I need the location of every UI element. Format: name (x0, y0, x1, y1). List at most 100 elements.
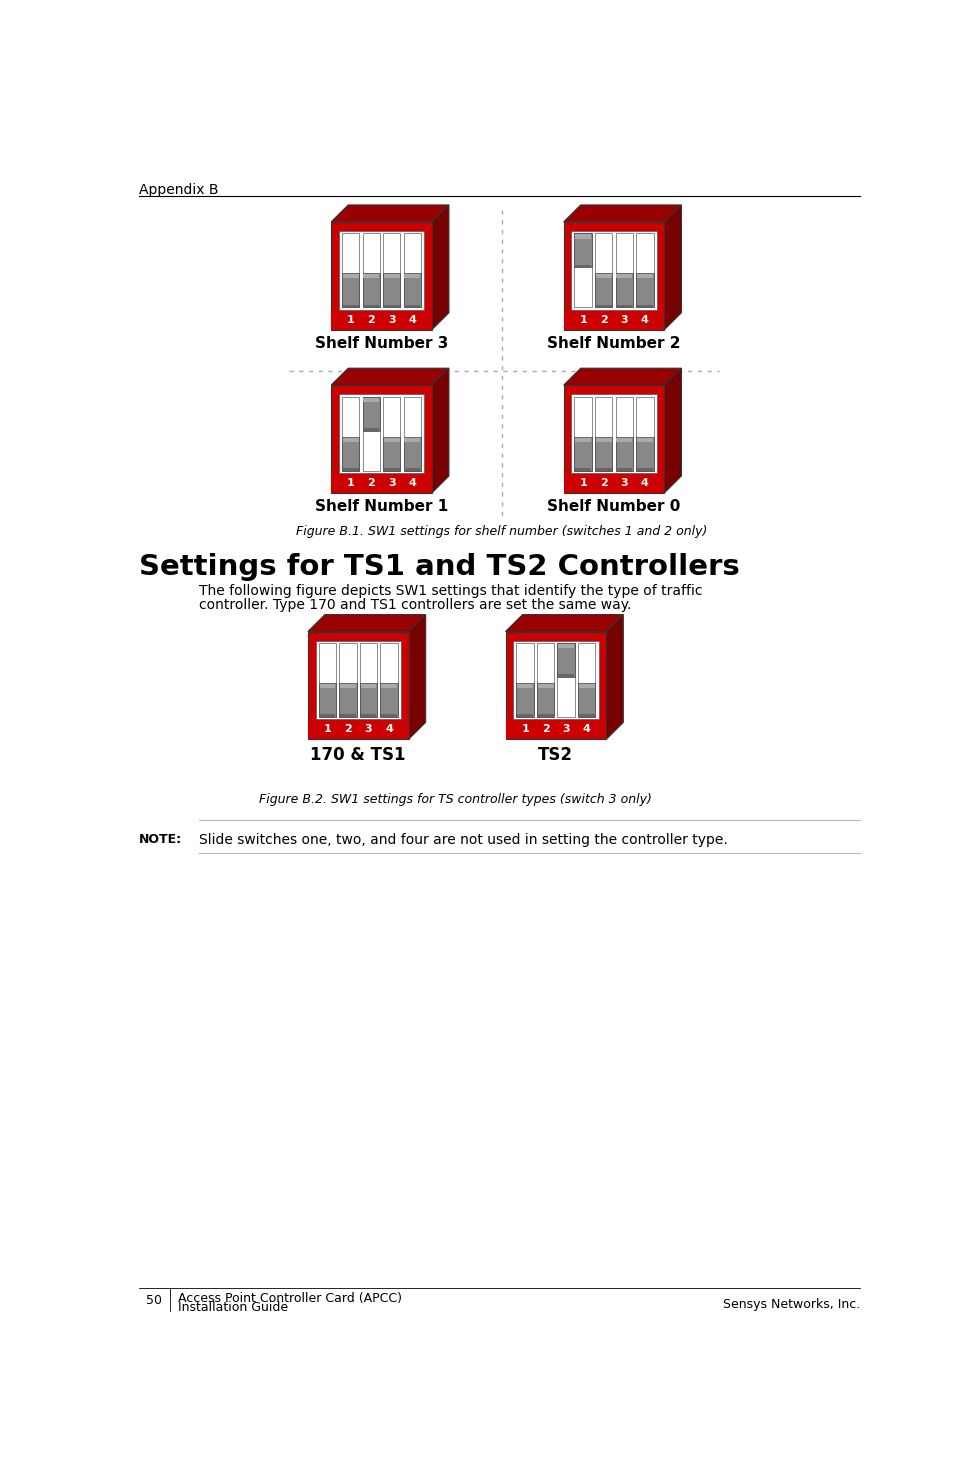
Bar (564, 473, 664, 493)
Text: 3: 3 (563, 724, 570, 734)
Bar (380, 642, 398, 716)
Text: Shelf Number 3: Shelf Number 3 (315, 335, 448, 352)
Bar (404, 397, 421, 471)
Bar (361, 684, 376, 688)
Text: Appendix B: Appendix B (138, 183, 218, 198)
Bar (615, 233, 633, 307)
Bar (360, 642, 377, 716)
Bar (578, 642, 596, 716)
Bar (383, 397, 401, 471)
Bar (308, 719, 409, 740)
Bar (505, 632, 606, 740)
Bar (319, 642, 336, 716)
Bar (578, 682, 596, 716)
Bar (381, 715, 397, 716)
Bar (616, 304, 632, 307)
Text: Sensys Networks, Inc.: Sensys Networks, Inc. (723, 1298, 861, 1312)
Bar (615, 397, 633, 471)
Bar (615, 273, 633, 307)
Bar (636, 397, 653, 471)
Bar (575, 264, 591, 267)
Bar (574, 233, 592, 307)
Bar (383, 233, 401, 307)
Bar (339, 682, 357, 716)
Bar (505, 719, 606, 740)
Bar (596, 304, 611, 307)
Text: 2: 2 (368, 479, 375, 487)
Text: 1: 1 (347, 479, 355, 487)
Bar (579, 715, 595, 716)
Text: Settings for TS1 and TS2 Controllers: Settings for TS1 and TS2 Controllers (138, 552, 740, 580)
Polygon shape (564, 205, 682, 222)
Bar (363, 273, 380, 307)
Bar (564, 385, 664, 493)
Bar (343, 304, 359, 307)
Polygon shape (432, 205, 448, 329)
Bar (517, 715, 533, 716)
Bar (574, 397, 592, 471)
Text: 2: 2 (368, 315, 375, 325)
Bar (636, 437, 653, 471)
Bar (332, 473, 432, 493)
Bar (342, 437, 360, 471)
Bar (636, 273, 653, 307)
Text: Shelf Number 2: Shelf Number 2 (547, 335, 681, 352)
Text: Installation Guide: Installation Guide (177, 1301, 288, 1315)
Bar (595, 437, 612, 471)
Bar (405, 468, 420, 471)
Bar (517, 682, 533, 716)
Polygon shape (664, 205, 682, 329)
Polygon shape (432, 368, 448, 493)
Bar (342, 273, 360, 307)
Bar (574, 233, 592, 267)
Bar (320, 715, 335, 716)
Bar (615, 437, 633, 471)
Bar (559, 644, 574, 648)
Bar (342, 233, 360, 307)
Bar (383, 273, 401, 307)
Text: 4: 4 (583, 724, 591, 734)
Text: 3: 3 (365, 724, 372, 734)
Text: Shelf Number 1: Shelf Number 1 (315, 499, 448, 514)
Bar (595, 397, 612, 471)
Bar (558, 642, 575, 716)
Text: The following figure depicts SW1 settings that identify the type of traffic: The following figure depicts SW1 setting… (199, 583, 703, 598)
Text: 3: 3 (620, 479, 628, 487)
Text: controller. Type 170 and TS1 controllers are set the same way.: controller. Type 170 and TS1 controllers… (199, 598, 632, 611)
Bar (575, 437, 591, 442)
Text: Figure B.2. SW1 settings for TS controller types (switch 3 only): Figure B.2. SW1 settings for TS controll… (258, 793, 651, 806)
Text: 3: 3 (620, 315, 628, 325)
Text: 3: 3 (388, 315, 396, 325)
Bar (637, 304, 652, 307)
Bar (364, 428, 379, 431)
Bar (596, 437, 611, 442)
Bar (384, 304, 400, 307)
Bar (342, 397, 360, 471)
Polygon shape (664, 368, 682, 493)
Bar (332, 310, 432, 329)
Bar (320, 684, 335, 688)
Bar (361, 715, 376, 716)
Bar (637, 468, 652, 471)
Text: 170 & TS1: 170 & TS1 (310, 746, 406, 764)
Bar (363, 233, 380, 307)
Bar (564, 310, 664, 329)
Text: 1: 1 (347, 315, 355, 325)
Text: NOTE:: NOTE: (138, 833, 182, 846)
Text: TS2: TS2 (538, 746, 573, 764)
Bar (340, 715, 356, 716)
Bar (405, 437, 420, 442)
Bar (559, 675, 574, 676)
Bar (537, 642, 555, 716)
Bar (340, 684, 356, 688)
Bar (343, 468, 359, 471)
Bar (637, 275, 652, 279)
Bar (595, 273, 612, 307)
Bar (363, 397, 380, 471)
Text: 4: 4 (409, 479, 416, 487)
Text: 4: 4 (641, 315, 648, 325)
Text: 1: 1 (324, 724, 332, 734)
Text: 50: 50 (146, 1294, 163, 1307)
Text: 2: 2 (600, 315, 607, 325)
Polygon shape (332, 368, 448, 385)
